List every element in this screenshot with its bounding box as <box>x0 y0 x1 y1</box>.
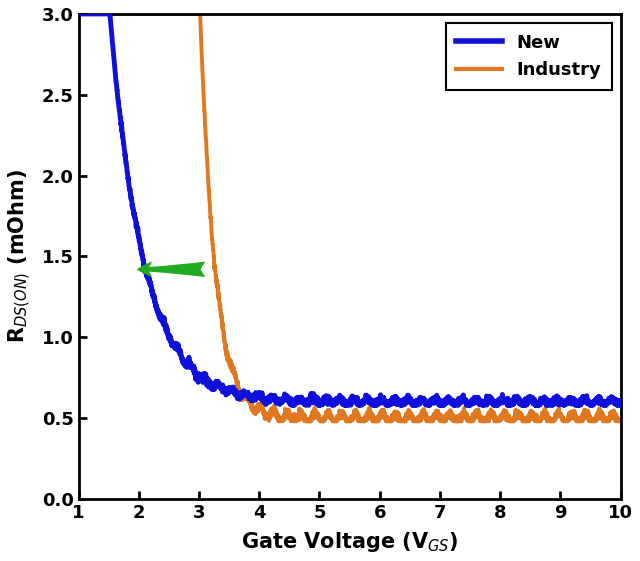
X-axis label: Gate Voltage (V$_{GS}$): Gate Voltage (V$_{GS}$) <box>241 530 458 554</box>
Y-axis label: R$_{DS(ON)}$ (mOhm): R$_{DS(ON)}$ (mOhm) <box>7 169 33 343</box>
Legend: New, Industry: New, Industry <box>445 23 612 90</box>
